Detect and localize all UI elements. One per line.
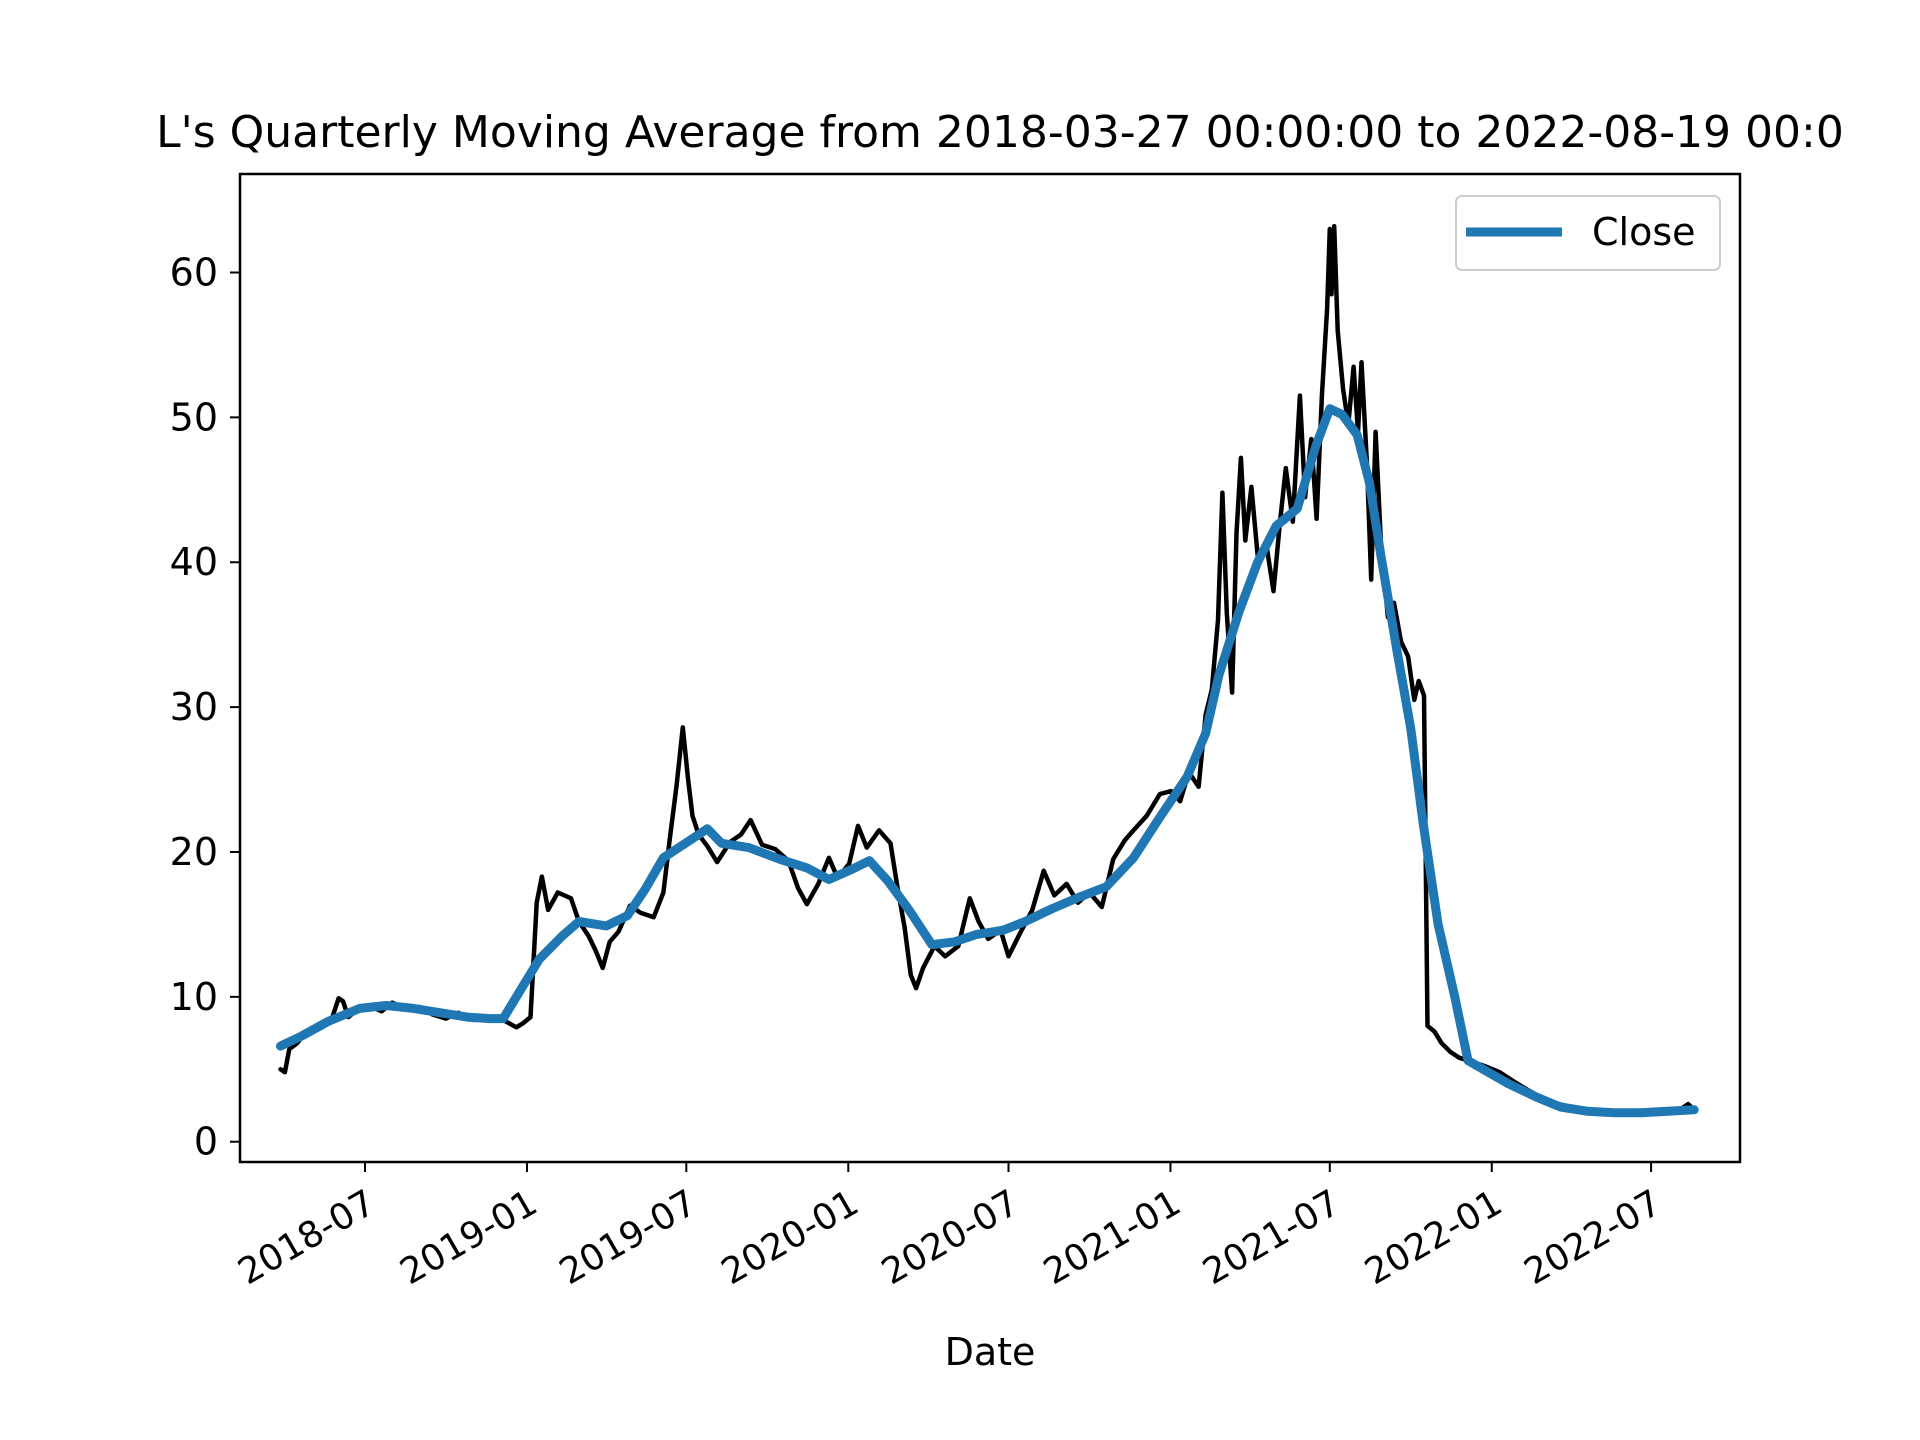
y-tick-label: 60 <box>170 251 218 295</box>
plot-area <box>238 172 1742 1164</box>
legend: Close <box>1455 195 1721 271</box>
y-axis: 0 10 20 30 40 50 60 <box>170 251 240 1164</box>
y-tick-label: 50 <box>170 395 218 439</box>
y-tick-label: 20 <box>170 830 218 874</box>
moving-average-series-line <box>276 404 1699 1118</box>
y-tick-label: 0 <box>194 1120 218 1164</box>
legend-label-close: Close <box>1592 210 1696 254</box>
price-series-line <box>278 223 1697 1117</box>
legend-box <box>1455 195 1721 271</box>
chart-title: L's Quarterly Moving Average from 2018-0… <box>156 107 1844 158</box>
y-tick-label: 40 <box>170 540 218 584</box>
y-tick-label: 30 <box>170 685 218 729</box>
x-axis-label: Date <box>945 1330 1036 1374</box>
y-tick-label: 10 <box>170 975 218 1019</box>
series-layer <box>276 223 1699 1118</box>
plot-frame <box>238 172 1742 1164</box>
